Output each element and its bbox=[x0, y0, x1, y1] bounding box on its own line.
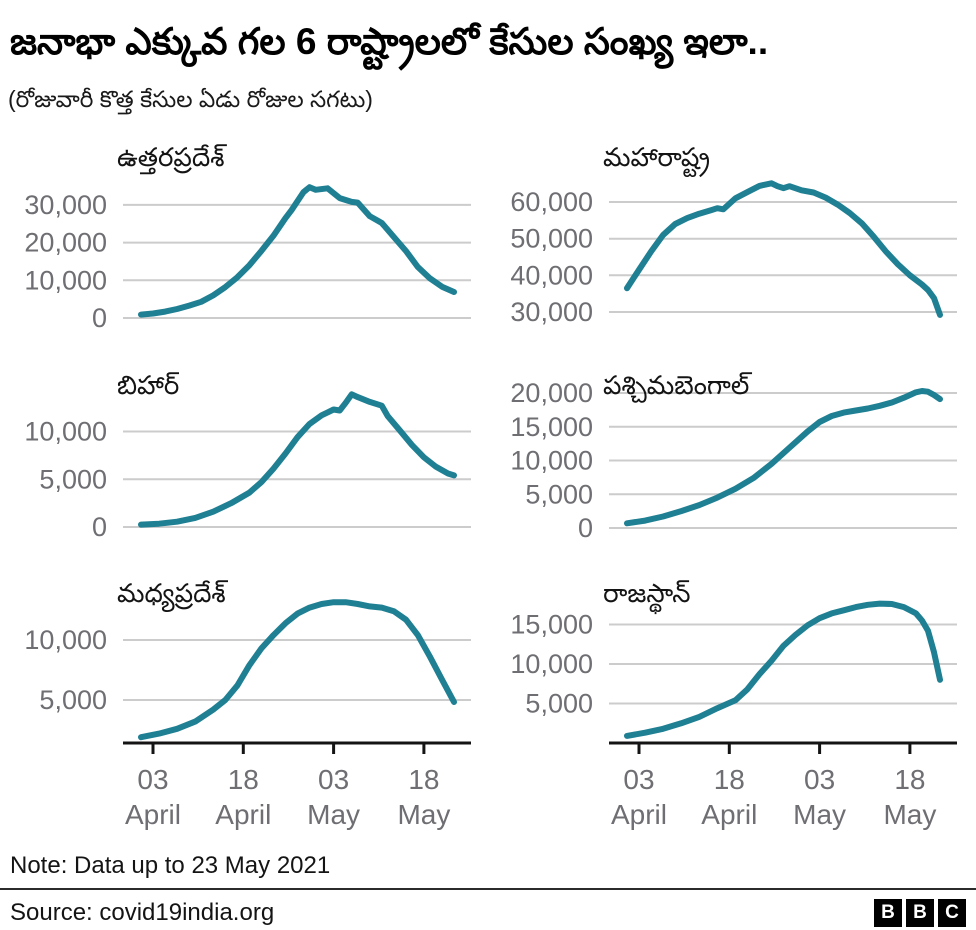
y-tick-label: 0 bbox=[92, 512, 107, 542]
chart-title: మధ్యప్రదేశ్ bbox=[117, 578, 228, 613]
x-tick-day: 03 bbox=[623, 764, 654, 795]
y-tick-label: 5,000 bbox=[39, 464, 107, 494]
x-tick-day: 18 bbox=[228, 764, 259, 795]
x-tick-month: April bbox=[611, 799, 667, 830]
footer-divider bbox=[0, 888, 976, 890]
y-tick-label: 20,000 bbox=[510, 378, 593, 408]
x-tick-month: April bbox=[215, 799, 271, 830]
y-tick-label: 5,000 bbox=[39, 685, 107, 715]
x-tick-day: 03 bbox=[804, 764, 835, 795]
footer: Source: covid19india.org B B C bbox=[10, 898, 966, 928]
chart-title: ఉత్తరప్రదేశ్ bbox=[117, 142, 227, 175]
y-tick-label: 5,000 bbox=[525, 479, 593, 509]
y-tick-label: 10,000 bbox=[24, 417, 107, 447]
data-line bbox=[138, 184, 457, 318]
y-tick-label: 15,000 bbox=[510, 412, 593, 442]
page-subtitle: (రోజువారీ కొత్త కేసుల ఏడు రోజుల సగటు) bbox=[8, 86, 373, 112]
y-tick-label: 0 bbox=[578, 513, 593, 543]
y-tick-label: 10,000 bbox=[510, 446, 593, 476]
x-tick-day: 18 bbox=[714, 764, 745, 795]
y-tick-label: 10,000 bbox=[24, 625, 107, 655]
chart-title: రాజస్థాన్ bbox=[603, 578, 691, 615]
x-tick-month: May bbox=[307, 799, 360, 830]
chart-bihar: 0 5,000 10,000 బిహార్ bbox=[24, 370, 471, 542]
y-tick-label: 30,000 bbox=[24, 190, 107, 220]
page-title: జనాభా ఎక్కువ గల 6 రాష్ట్రాలలో కేసుల సంఖ్… bbox=[10, 21, 769, 62]
x-tick-month: May bbox=[397, 799, 450, 830]
y-tick-label: 50,000 bbox=[510, 224, 593, 254]
bbc-logo: B B C bbox=[874, 899, 966, 927]
bbc-logo-block-c: C bbox=[938, 899, 966, 927]
y-tick-label: 20,000 bbox=[24, 228, 107, 258]
bbc-logo-block-b2: B bbox=[906, 899, 934, 927]
x-tick-day: 18 bbox=[894, 764, 925, 795]
data-line bbox=[138, 599, 457, 741]
y-tick-label: 60,000 bbox=[510, 187, 593, 217]
y-tick-label: 10,000 bbox=[24, 265, 107, 295]
y-tick-label: 0 bbox=[92, 303, 107, 333]
note-text: Note: Data up to 23 May 2021 bbox=[10, 852, 331, 879]
data-line bbox=[624, 388, 943, 527]
y-tick-label: 10,000 bbox=[510, 649, 593, 679]
chart-rajasthan: 5,000 10,000 15,000 రాజస్థాన్ 03 April 18 April… bbox=[510, 578, 957, 830]
x-tick-month: April bbox=[125, 799, 181, 830]
x-tick-day: 18 bbox=[408, 764, 439, 795]
y-tick-label: 30,000 bbox=[510, 297, 593, 327]
x-tick-day: 03 bbox=[137, 764, 168, 795]
chart-title: మహారాష్ట్ర bbox=[603, 142, 710, 178]
chart-madhya-pradesh: 5,000 10,000 మధ్యప్రదేశ్ 03 April 18 April 03 Ma… bbox=[24, 578, 471, 830]
bbc-logo-block-b1: B bbox=[874, 899, 902, 927]
chart-title: పశ్చిమబెంగాల్ bbox=[603, 370, 753, 403]
y-tick-label: 15,000 bbox=[510, 610, 593, 640]
x-tick-month: April bbox=[701, 799, 757, 830]
y-tick-label: 5,000 bbox=[525, 689, 593, 719]
chart-uttar-pradesh: 0 10,000 20,000 30,000 ఉత్తరప్రదేశ్ bbox=[24, 142, 471, 333]
x-tick-month: May bbox=[883, 799, 936, 830]
y-tick-label: 40,000 bbox=[510, 260, 593, 290]
chart-maharashtra: 30,000 40,000 50,000 60,000 మహారాష్ట్ర bbox=[510, 142, 957, 327]
x-tick-day: 03 bbox=[318, 764, 349, 795]
source-text: Source: covid19india.org bbox=[10, 899, 275, 926]
chart-title: బిహార్ bbox=[117, 370, 180, 400]
data-line bbox=[138, 391, 457, 528]
x-tick-month: May bbox=[793, 799, 846, 830]
data-line bbox=[624, 600, 943, 739]
data-line bbox=[624, 180, 943, 318]
